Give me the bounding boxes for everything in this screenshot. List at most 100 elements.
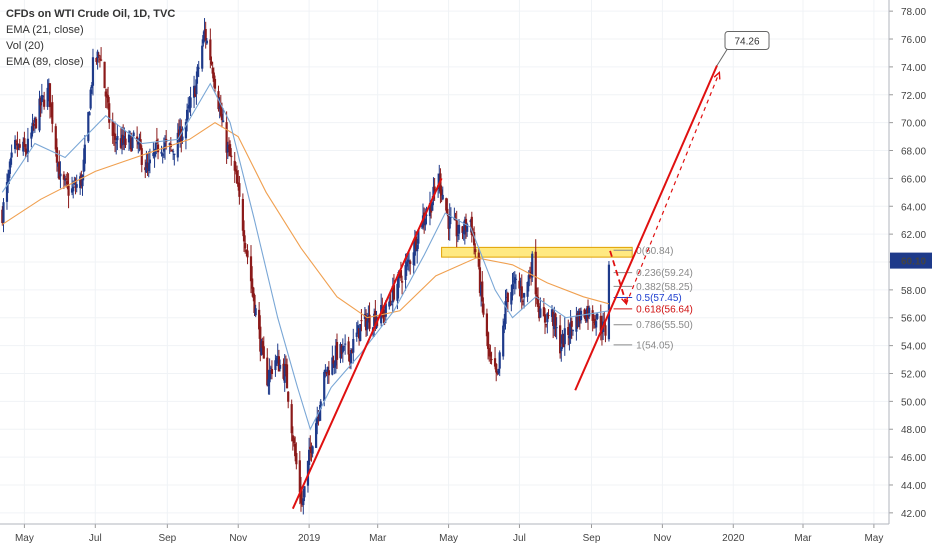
candle-body: [477, 252, 480, 267]
candle-body: [486, 332, 490, 349]
candle-body: [392, 284, 396, 300]
x-tick-label: Mar: [369, 533, 387, 544]
candle-body: [294, 443, 297, 457]
candle-body: [75, 184, 78, 188]
candle-body: [416, 244, 419, 252]
candle-body: [536, 296, 540, 307]
candle-body: [374, 310, 377, 326]
candle-body: [163, 142, 167, 148]
candle-body: [189, 97, 192, 108]
candle-body: [124, 138, 127, 146]
candle-body: [194, 88, 197, 97]
candle-body: [173, 153, 176, 156]
candle-body: [404, 265, 407, 280]
candle-body: [212, 72, 215, 82]
candle-body: [552, 311, 555, 326]
candle-body: [490, 359, 493, 361]
legend-ema89: EMA (89, close): [6, 56, 84, 68]
candle-body: [276, 356, 279, 360]
resistance-zone: [441, 246, 633, 258]
candle-body: [420, 225, 423, 227]
candle-body: [325, 372, 328, 374]
candle-body: [89, 89, 92, 109]
y-tick-label: 62.00: [901, 230, 926, 241]
candle-body: [291, 435, 294, 442]
y-tick-label: 72.00: [901, 91, 926, 102]
candle-body: [285, 364, 289, 389]
candle-body: [518, 280, 521, 289]
candle-body: [225, 122, 228, 153]
candle-body: [569, 322, 572, 339]
candle-body: [295, 453, 298, 465]
candle-body: [72, 186, 75, 192]
candle-body: [22, 141, 25, 152]
target-connector: [716, 49, 728, 66]
candle-body: [192, 85, 196, 98]
candle-body: [441, 194, 444, 200]
y-tick-label: 52.00: [901, 369, 926, 380]
y-tick-label: 46.00: [901, 453, 926, 464]
candle-body: [390, 304, 393, 306]
candle-body: [382, 309, 385, 317]
candle-body: [211, 67, 214, 74]
candle-body: [201, 45, 204, 69]
x-tick-label: May: [864, 533, 883, 544]
candle-body: [144, 167, 147, 171]
candle-body: [156, 144, 160, 153]
candle-body: [210, 61, 213, 65]
candle-body: [424, 218, 427, 226]
trend-line: [574, 65, 718, 391]
candle-body: [46, 87, 49, 107]
candle-body: [245, 250, 248, 252]
candle-body: [277, 356, 281, 372]
candle-body: [555, 327, 558, 329]
candle-body: [588, 307, 591, 317]
candle-body: [318, 410, 321, 421]
candle-body: [14, 139, 17, 150]
candle-body: [59, 173, 62, 177]
candle-body: [481, 281, 484, 302]
candle-body: [132, 132, 135, 137]
candle-body: [457, 224, 461, 234]
candle-body: [140, 148, 143, 165]
candle-body: [185, 109, 189, 121]
drawings-layer: 74.26: [291, 31, 770, 510]
x-tick-label: May: [439, 533, 458, 544]
candle-body: [360, 320, 363, 322]
candle-body: [591, 310, 594, 321]
candle-body: [160, 151, 163, 154]
candle-body: [593, 318, 597, 326]
candle-body: [366, 320, 369, 330]
candle-body: [446, 208, 449, 214]
candle-body: [96, 51, 99, 58]
candle-body: [546, 313, 549, 323]
y-tick-label: 76.00: [901, 35, 926, 46]
candle-body: [168, 143, 171, 145]
candle-body: [2, 202, 5, 223]
candle-body: [319, 401, 322, 409]
ema-89-line: [1, 121, 610, 319]
candle-body: [347, 341, 350, 355]
candle-body: [172, 151, 175, 153]
candle-body: [528, 275, 532, 277]
candle-body: [131, 137, 134, 149]
candle-body: [115, 142, 118, 144]
candle-body: [284, 364, 287, 366]
candle-body: [24, 148, 27, 153]
candle-body: [234, 169, 238, 172]
resistance-zone-layer: [441, 246, 633, 258]
candle-body: [112, 132, 115, 134]
candle-body: [310, 447, 313, 453]
candle-body: [512, 280, 515, 282]
candle-body: [389, 300, 392, 302]
candle-body: [391, 285, 394, 303]
candle-body: [290, 404, 293, 434]
candle-body: [81, 175, 84, 187]
candle-body: [261, 341, 264, 349]
fib-level-label: 0(60.84): [636, 246, 673, 257]
candle-body: [505, 296, 508, 298]
candle-body: [413, 238, 416, 256]
candle-body: [82, 159, 85, 172]
